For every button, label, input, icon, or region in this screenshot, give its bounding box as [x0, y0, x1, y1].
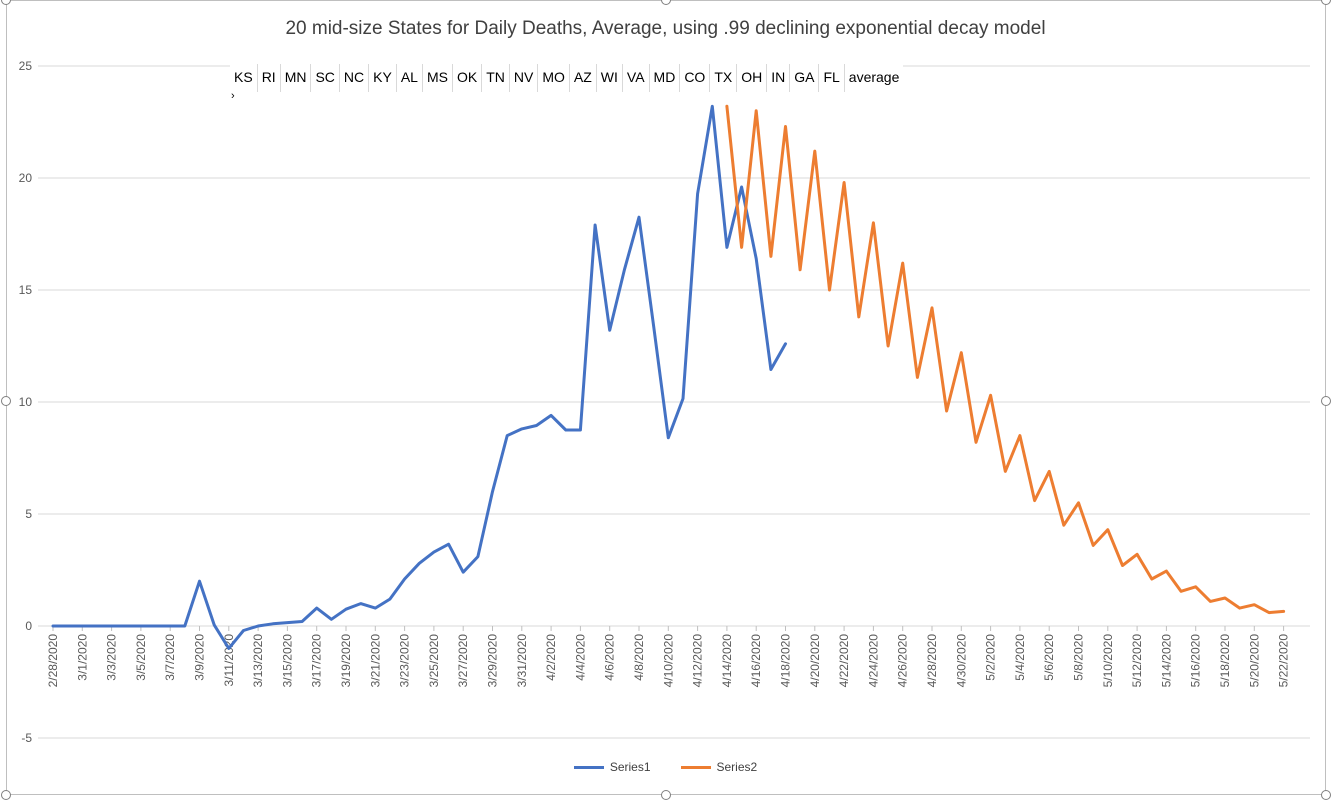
series-line-series2 [725, 104, 1286, 615]
legend-item: Series1 [573, 760, 651, 774]
x-tick-label: 3/29/2020 [486, 634, 500, 688]
x-tick-label: 5/22/2020 [1277, 634, 1291, 688]
state-label: GA [790, 64, 820, 92]
strip-marker: › [231, 90, 235, 102]
state-label: OH [737, 64, 768, 92]
series-lines [51, 104, 1286, 650]
y-tick-label: -5 [21, 731, 32, 745]
state-label: AL [397, 64, 423, 92]
x-tick-label: 3/17/2020 [310, 634, 324, 688]
x-tick-label: 4/24/2020 [866, 634, 880, 688]
state-label: NV [510, 64, 539, 92]
resize-handle-middle-left[interactable] [1, 396, 11, 406]
x-tick-label: 3/21/2020 [368, 634, 382, 688]
x-tick-label: 3/1/2020 [75, 634, 89, 681]
x-tick-label: 5/14/2020 [1159, 634, 1173, 688]
y-tick-label: 5 [25, 507, 32, 521]
x-tick-label: 3/27/2020 [456, 634, 470, 688]
state-label: NC [340, 64, 370, 92]
y-tick-label: 20 [19, 171, 33, 185]
state-label: MO [538, 64, 570, 92]
x-tick-label: 3/19/2020 [339, 634, 353, 688]
x-tick-label: 4/8/2020 [632, 634, 646, 681]
y-tick-label: 25 [19, 59, 33, 73]
x-tick-label: 3/15/2020 [280, 634, 294, 688]
series-line-series1 [51, 104, 787, 650]
x-tick-label: 3/5/2020 [134, 634, 148, 681]
state-label: RI [258, 64, 281, 92]
x-tick-label: 5/12/2020 [1130, 634, 1144, 688]
chart-title: 20 mid-size States for Daily Deaths, Ave… [285, 18, 1046, 39]
x-tick-label: 3/13/2020 [251, 634, 265, 688]
legend-swatch [680, 765, 711, 769]
x-axis-ticks: 2/28/2020 3/1/2020 3/3/2020 3/5/2020 3/7/202… [46, 626, 1291, 687]
state-label: VA [623, 64, 650, 92]
x-tick-label: 4/2/2020 [544, 634, 558, 681]
state-label: KY [369, 64, 397, 92]
x-tick-label: 4/10/2020 [661, 634, 675, 688]
state-label: average [848, 69, 900, 85]
state-label: TN [482, 64, 510, 92]
legend-swatch [573, 765, 604, 769]
x-tick-label: 4/14/2020 [720, 634, 734, 688]
y-tick-label: 15 [19, 283, 33, 297]
y-axis-ticks: -5 0 5 10 15 20 25 [19, 59, 33, 745]
x-tick-label: 4/30/2020 [954, 634, 968, 688]
x-tick-label: 4/18/2020 [779, 634, 793, 688]
x-tick-label: 5/4/2020 [1013, 634, 1027, 681]
x-tick-label: 4/28/2020 [925, 634, 939, 688]
state-label: MD [650, 64, 681, 92]
x-tick-label: 4/16/2020 [749, 634, 763, 688]
x-tick-label: 5/16/2020 [1189, 634, 1203, 688]
x-tick-label: 3/7/2020 [163, 634, 177, 681]
x-tick-label: 3/23/2020 [398, 634, 412, 688]
legend: Series1 Series2 [0, 760, 1331, 774]
x-tick-label: 5/18/2020 [1218, 634, 1232, 688]
x-tick-label: 4/4/2020 [573, 634, 587, 681]
state-label: FL [819, 64, 845, 92]
x-tick-label: 5/20/2020 [1247, 634, 1261, 688]
x-tick-label: 3/25/2020 [427, 634, 441, 688]
x-tick-label: 4/26/2020 [896, 634, 910, 688]
state-label: SC [311, 64, 340, 92]
state-label: CO [680, 64, 711, 92]
x-tick-label: 3/9/2020 [193, 634, 207, 681]
x-tick-label: 4/20/2020 [808, 634, 822, 688]
x-tick-label: 3/11/2020 [222, 634, 236, 687]
x-tick-label: 5/2/2020 [984, 634, 998, 681]
x-tick-label: 5/10/2020 [1101, 634, 1115, 688]
state-label: KS [230, 64, 258, 92]
state-label-strip: KS RI MN SC NC KY AL MS OK TN NV MO AZ WI VA MD CO TX OH IN… [230, 64, 904, 104]
x-tick-label: 5/6/2020 [1042, 634, 1056, 681]
y-tick-label: 0 [25, 619, 32, 633]
x-tick-label: 2/28/2020 [46, 634, 60, 688]
state-label: OK [453, 64, 483, 92]
x-tick-label: 4/6/2020 [603, 634, 617, 681]
legend-label: Series1 [609, 760, 651, 774]
x-tick-label: 3/31/2020 [515, 634, 529, 688]
y-tick-label: 10 [19, 395, 33, 409]
x-tick-label: 4/22/2020 [837, 634, 851, 688]
x-tick-label: 4/12/2020 [691, 634, 705, 688]
x-tick-label: 3/3/2020 [105, 634, 119, 681]
state-label: MN [281, 64, 312, 92]
state-label: TX [710, 64, 738, 92]
legend-item: Series2 [680, 760, 758, 774]
legend-label: Series2 [716, 760, 758, 774]
state-label: AZ [570, 64, 597, 92]
state-label: MS [423, 64, 453, 92]
state-label: WI [597, 64, 623, 92]
state-label: IN [767, 64, 791, 92]
x-tick-label: 5/8/2020 [1072, 634, 1086, 681]
